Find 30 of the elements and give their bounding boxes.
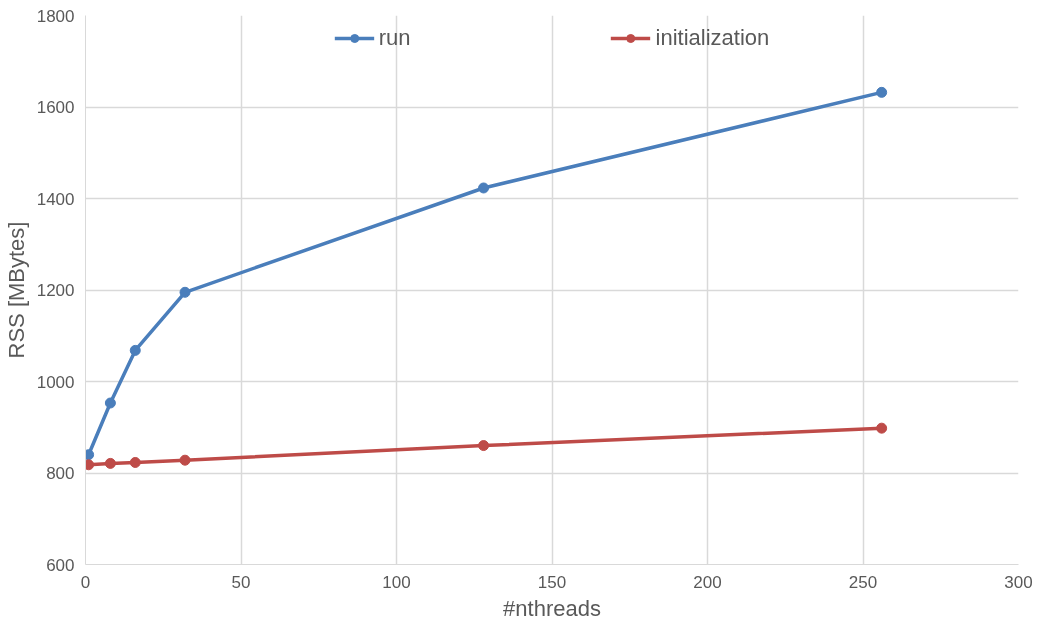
point xyxy=(104,397,116,409)
x-tick-label: 300 xyxy=(1004,572,1033,592)
y-tick-label: 1200 xyxy=(36,281,75,300)
y-tick-label: 800 xyxy=(46,464,75,483)
x-tick-label: 100 xyxy=(382,572,411,592)
x-tick-label: 200 xyxy=(693,572,722,592)
point xyxy=(179,454,191,466)
point xyxy=(478,182,490,194)
point xyxy=(876,86,888,98)
x-tick-label: 50 xyxy=(231,572,251,592)
x-tick-label: 250 xyxy=(848,572,878,592)
legend-label: initialization xyxy=(655,25,770,51)
point xyxy=(876,422,888,434)
x-axis-title: #nthreads xyxy=(503,595,601,621)
point xyxy=(478,440,490,452)
x-tick-label: 150 xyxy=(537,572,567,592)
point xyxy=(129,344,141,356)
point xyxy=(104,457,116,469)
point xyxy=(179,286,191,298)
point xyxy=(85,449,95,461)
y-tick-label: 1800 xyxy=(36,6,75,26)
legend-label: run xyxy=(378,25,411,51)
y-axis-title: RSS [MBytes] xyxy=(3,221,29,359)
y-tick-label: 600 xyxy=(46,555,75,575)
y-tick-label: 1600 xyxy=(36,98,75,117)
y-tick-label: 1000 xyxy=(36,372,75,392)
point xyxy=(129,456,141,468)
x-tick-label: 0 xyxy=(80,572,91,592)
y-tick-label: 1400 xyxy=(36,189,75,209)
point xyxy=(85,459,95,471)
